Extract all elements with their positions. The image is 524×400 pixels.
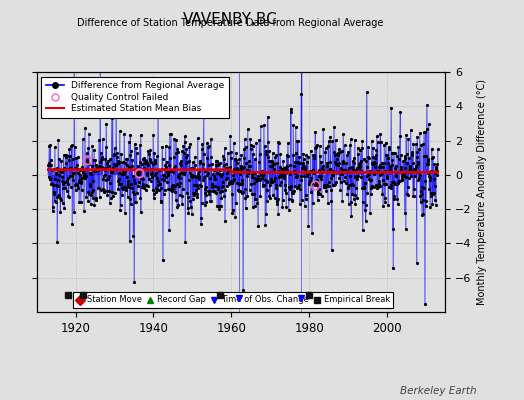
Text: VAVENBY,BC: VAVENBY,BC bbox=[183, 12, 278, 27]
Legend: Station Move, Record Gap, Time of Obs. Change, Empirical Break: Station Move, Record Gap, Time of Obs. C… bbox=[73, 292, 393, 308]
Text: Difference of Station Temperature Data from Regional Average: Difference of Station Temperature Data f… bbox=[78, 18, 384, 28]
Text: Berkeley Earth: Berkeley Earth bbox=[400, 386, 477, 396]
Y-axis label: Monthly Temperature Anomaly Difference (°C): Monthly Temperature Anomaly Difference (… bbox=[477, 79, 487, 305]
